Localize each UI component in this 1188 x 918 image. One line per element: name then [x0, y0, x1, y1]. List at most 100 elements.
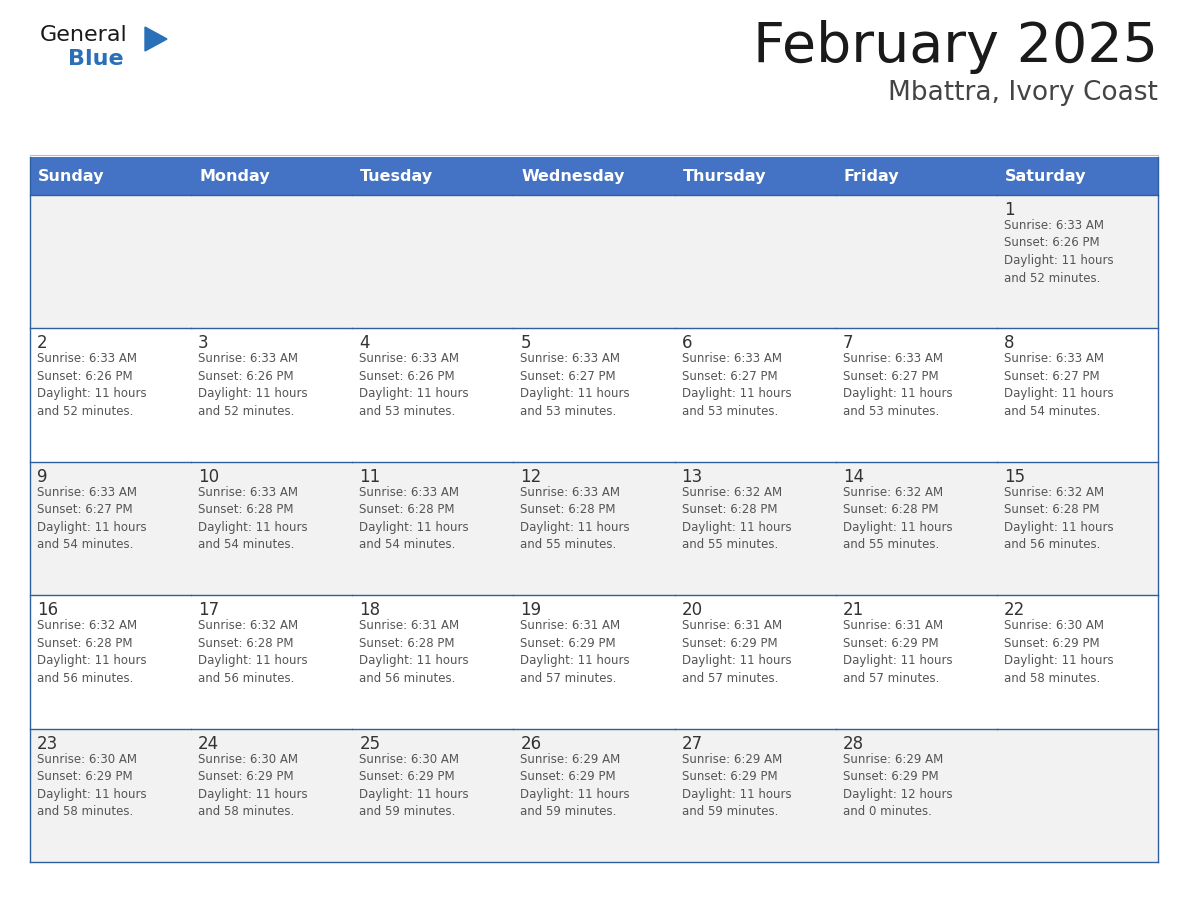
Text: Sunrise: 6:31 AM
Sunset: 6:28 PM
Daylight: 11 hours
and 56 minutes.: Sunrise: 6:31 AM Sunset: 6:28 PM Dayligh… — [359, 620, 469, 685]
Bar — [191, 329, 353, 462]
Bar — [835, 595, 997, 729]
Text: 26: 26 — [520, 734, 542, 753]
Bar — [675, 329, 835, 462]
Text: Sunrise: 6:30 AM
Sunset: 6:29 PM
Daylight: 11 hours
and 59 minutes.: Sunrise: 6:30 AM Sunset: 6:29 PM Dayligh… — [359, 753, 469, 818]
Text: 4: 4 — [359, 334, 369, 353]
Text: Friday: Friday — [843, 169, 899, 184]
Text: 20: 20 — [682, 601, 702, 620]
Bar — [30, 462, 191, 595]
Bar — [353, 157, 513, 195]
Text: 7: 7 — [842, 334, 853, 353]
Bar — [675, 729, 835, 862]
Bar — [513, 195, 675, 329]
Text: 12: 12 — [520, 468, 542, 486]
Bar — [675, 462, 835, 595]
Text: Sunrise: 6:33 AM
Sunset: 6:27 PM
Daylight: 11 hours
and 54 minutes.: Sunrise: 6:33 AM Sunset: 6:27 PM Dayligh… — [37, 486, 146, 552]
Bar — [675, 195, 835, 329]
Bar — [513, 729, 675, 862]
Bar — [30, 195, 191, 329]
Text: Sunrise: 6:32 AM
Sunset: 6:28 PM
Daylight: 11 hours
and 56 minutes.: Sunrise: 6:32 AM Sunset: 6:28 PM Dayligh… — [198, 620, 308, 685]
Text: Sunrise: 6:33 AM
Sunset: 6:28 PM
Daylight: 11 hours
and 54 minutes.: Sunrise: 6:33 AM Sunset: 6:28 PM Dayligh… — [198, 486, 308, 552]
Text: 24: 24 — [198, 734, 220, 753]
Text: Saturday: Saturday — [1005, 169, 1086, 184]
Text: Sunrise: 6:30 AM
Sunset: 6:29 PM
Daylight: 11 hours
and 58 minutes.: Sunrise: 6:30 AM Sunset: 6:29 PM Dayligh… — [1004, 620, 1113, 685]
Text: 10: 10 — [198, 468, 220, 486]
Text: 19: 19 — [520, 601, 542, 620]
Text: 8: 8 — [1004, 334, 1015, 353]
Text: Monday: Monday — [200, 169, 270, 184]
Polygon shape — [145, 27, 168, 51]
Text: Sunrise: 6:29 AM
Sunset: 6:29 PM
Daylight: 11 hours
and 59 minutes.: Sunrise: 6:29 AM Sunset: 6:29 PM Dayligh… — [682, 753, 791, 818]
Text: Sunrise: 6:33 AM
Sunset: 6:26 PM
Daylight: 11 hours
and 52 minutes.: Sunrise: 6:33 AM Sunset: 6:26 PM Dayligh… — [1004, 219, 1113, 285]
Bar — [191, 462, 353, 595]
Bar — [353, 195, 513, 329]
Text: 5: 5 — [520, 334, 531, 353]
Text: General: General — [40, 25, 128, 45]
Text: Sunrise: 6:33 AM
Sunset: 6:28 PM
Daylight: 11 hours
and 55 minutes.: Sunrise: 6:33 AM Sunset: 6:28 PM Dayligh… — [520, 486, 630, 552]
Bar — [30, 157, 191, 195]
Bar — [191, 195, 353, 329]
Text: 3: 3 — [198, 334, 209, 353]
Bar — [513, 329, 675, 462]
Bar — [353, 595, 513, 729]
Text: Sunrise: 6:31 AM
Sunset: 6:29 PM
Daylight: 11 hours
and 57 minutes.: Sunrise: 6:31 AM Sunset: 6:29 PM Dayligh… — [682, 620, 791, 685]
Text: Sunrise: 6:31 AM
Sunset: 6:29 PM
Daylight: 11 hours
and 57 minutes.: Sunrise: 6:31 AM Sunset: 6:29 PM Dayligh… — [842, 620, 953, 685]
Text: Sunrise: 6:33 AM
Sunset: 6:28 PM
Daylight: 11 hours
and 54 minutes.: Sunrise: 6:33 AM Sunset: 6:28 PM Dayligh… — [359, 486, 469, 552]
Text: 14: 14 — [842, 468, 864, 486]
Text: Sunrise: 6:29 AM
Sunset: 6:29 PM
Daylight: 12 hours
and 0 minutes.: Sunrise: 6:29 AM Sunset: 6:29 PM Dayligh… — [842, 753, 953, 818]
Text: Sunrise: 6:33 AM
Sunset: 6:27 PM
Daylight: 11 hours
and 53 minutes.: Sunrise: 6:33 AM Sunset: 6:27 PM Dayligh… — [682, 353, 791, 418]
Text: Wednesday: Wednesday — [522, 169, 625, 184]
Bar — [675, 595, 835, 729]
Text: 2: 2 — [37, 334, 48, 353]
Bar — [835, 157, 997, 195]
Text: 1: 1 — [1004, 201, 1015, 219]
Bar — [30, 595, 191, 729]
Text: 15: 15 — [1004, 468, 1025, 486]
Text: Sunrise: 6:32 AM
Sunset: 6:28 PM
Daylight: 11 hours
and 56 minutes.: Sunrise: 6:32 AM Sunset: 6:28 PM Dayligh… — [1004, 486, 1113, 552]
Text: 11: 11 — [359, 468, 380, 486]
Text: Sunrise: 6:33 AM
Sunset: 6:26 PM
Daylight: 11 hours
and 53 minutes.: Sunrise: 6:33 AM Sunset: 6:26 PM Dayligh… — [359, 353, 469, 418]
Text: February 2025: February 2025 — [753, 20, 1158, 74]
Bar — [30, 329, 191, 462]
Bar — [997, 195, 1158, 329]
Text: Thursday: Thursday — [683, 169, 766, 184]
Bar — [997, 729, 1158, 862]
Text: Sunrise: 6:33 AM
Sunset: 6:26 PM
Daylight: 11 hours
and 52 minutes.: Sunrise: 6:33 AM Sunset: 6:26 PM Dayligh… — [198, 353, 308, 418]
Text: Sunrise: 6:32 AM
Sunset: 6:28 PM
Daylight: 11 hours
and 55 minutes.: Sunrise: 6:32 AM Sunset: 6:28 PM Dayligh… — [682, 486, 791, 552]
Text: 17: 17 — [198, 601, 220, 620]
Text: Sunrise: 6:32 AM
Sunset: 6:28 PM
Daylight: 11 hours
and 55 minutes.: Sunrise: 6:32 AM Sunset: 6:28 PM Dayligh… — [842, 486, 953, 552]
Text: Sunrise: 6:33 AM
Sunset: 6:26 PM
Daylight: 11 hours
and 52 minutes.: Sunrise: 6:33 AM Sunset: 6:26 PM Dayligh… — [37, 353, 146, 418]
Text: Sunrise: 6:33 AM
Sunset: 6:27 PM
Daylight: 11 hours
and 53 minutes.: Sunrise: 6:33 AM Sunset: 6:27 PM Dayligh… — [842, 353, 953, 418]
Text: 27: 27 — [682, 734, 702, 753]
Text: Blue: Blue — [68, 49, 124, 69]
Text: Sunrise: 6:33 AM
Sunset: 6:27 PM
Daylight: 11 hours
and 53 minutes.: Sunrise: 6:33 AM Sunset: 6:27 PM Dayligh… — [520, 353, 630, 418]
Text: 25: 25 — [359, 734, 380, 753]
Bar — [835, 462, 997, 595]
Text: Sunday: Sunday — [38, 169, 105, 184]
Text: 18: 18 — [359, 601, 380, 620]
Text: 21: 21 — [842, 601, 864, 620]
Text: 28: 28 — [842, 734, 864, 753]
Text: 16: 16 — [37, 601, 58, 620]
Text: 23: 23 — [37, 734, 58, 753]
Text: Sunrise: 6:33 AM
Sunset: 6:27 PM
Daylight: 11 hours
and 54 minutes.: Sunrise: 6:33 AM Sunset: 6:27 PM Dayligh… — [1004, 353, 1113, 418]
Text: 6: 6 — [682, 334, 693, 353]
Bar — [191, 157, 353, 195]
Bar — [675, 157, 835, 195]
Text: Sunrise: 6:30 AM
Sunset: 6:29 PM
Daylight: 11 hours
and 58 minutes.: Sunrise: 6:30 AM Sunset: 6:29 PM Dayligh… — [37, 753, 146, 818]
Text: Mbattra, Ivory Coast: Mbattra, Ivory Coast — [889, 80, 1158, 106]
Text: Sunrise: 6:29 AM
Sunset: 6:29 PM
Daylight: 11 hours
and 59 minutes.: Sunrise: 6:29 AM Sunset: 6:29 PM Dayligh… — [520, 753, 630, 818]
Bar — [191, 595, 353, 729]
Bar — [513, 595, 675, 729]
Bar — [513, 462, 675, 595]
Bar — [997, 157, 1158, 195]
Text: 13: 13 — [682, 468, 703, 486]
Text: 22: 22 — [1004, 601, 1025, 620]
Bar — [997, 329, 1158, 462]
Text: Sunrise: 6:32 AM
Sunset: 6:28 PM
Daylight: 11 hours
and 56 minutes.: Sunrise: 6:32 AM Sunset: 6:28 PM Dayligh… — [37, 620, 146, 685]
Bar — [997, 595, 1158, 729]
Text: Sunrise: 6:30 AM
Sunset: 6:29 PM
Daylight: 11 hours
and 58 minutes.: Sunrise: 6:30 AM Sunset: 6:29 PM Dayligh… — [198, 753, 308, 818]
Bar — [835, 329, 997, 462]
Bar — [191, 729, 353, 862]
Text: 9: 9 — [37, 468, 48, 486]
